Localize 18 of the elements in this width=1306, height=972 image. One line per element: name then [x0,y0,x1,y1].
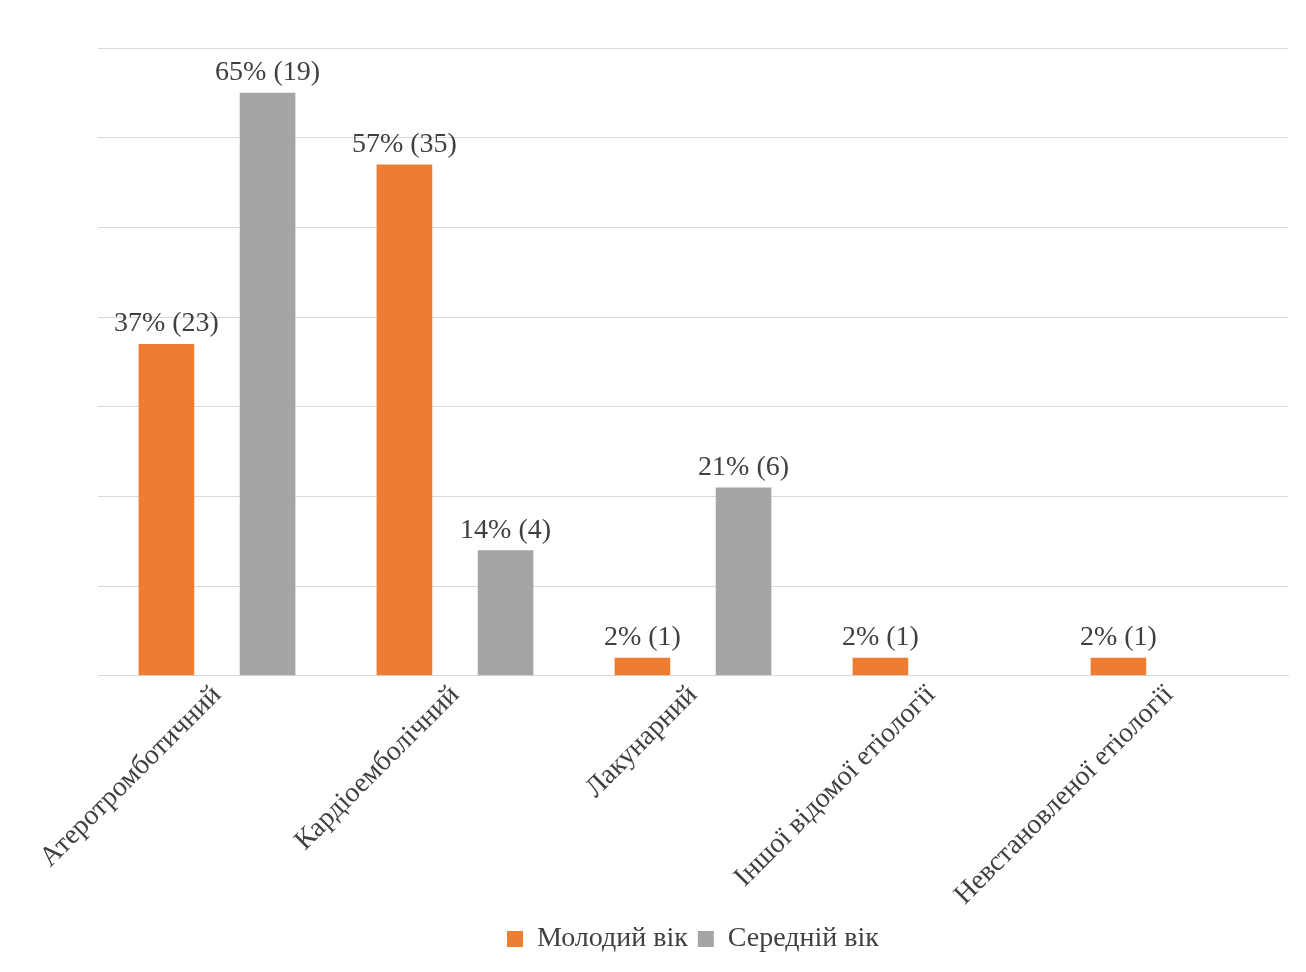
bar [1090,657,1147,676]
data-label: 2% (1) [841,620,919,652]
data-label: 21% (6) [698,449,790,481]
data-label: 65% (19) [215,55,321,87]
data-label: 2% (1) [603,620,681,652]
data-label: 37% (23) [113,306,219,338]
bar [614,657,671,676]
data-label: 14% (4) [460,512,552,544]
bar [852,657,909,676]
data-label: 2% (1) [1079,620,1157,652]
bar [715,487,772,676]
bar [376,164,433,676]
data-label: 57% (35) [351,126,457,158]
bar [477,550,534,676]
bar [239,92,296,676]
legend-label: Середній вік [727,921,880,953]
legend-label: Молодий вік [537,921,689,953]
bar [138,343,195,676]
